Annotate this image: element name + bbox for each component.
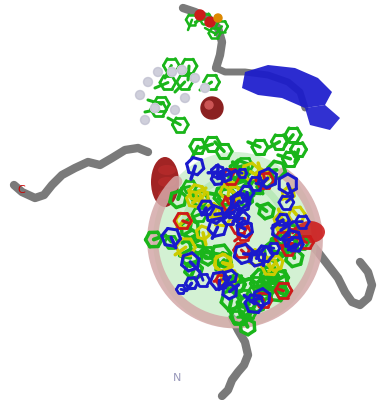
Circle shape [141,116,149,124]
Polygon shape [305,105,340,130]
Circle shape [195,10,205,20]
Circle shape [181,94,189,102]
Ellipse shape [153,152,317,328]
Circle shape [144,78,152,86]
Circle shape [178,66,187,74]
Ellipse shape [295,221,325,243]
Ellipse shape [158,165,176,175]
Circle shape [201,97,223,119]
Polygon shape [242,65,332,108]
Circle shape [181,94,189,102]
Circle shape [150,104,160,112]
Circle shape [154,68,163,76]
Circle shape [190,74,200,82]
Circle shape [171,106,179,114]
Circle shape [168,68,176,76]
Circle shape [136,90,144,100]
Circle shape [205,17,215,27]
Circle shape [136,90,144,100]
Ellipse shape [158,177,176,187]
Text: C: C [17,185,25,195]
Circle shape [200,84,210,92]
Text: N: N [173,373,181,383]
Circle shape [154,68,163,76]
Circle shape [200,84,210,92]
Circle shape [214,14,222,22]
Circle shape [141,116,149,124]
Circle shape [144,78,152,86]
Ellipse shape [158,189,176,199]
Circle shape [205,101,213,109]
Circle shape [190,74,200,82]
Ellipse shape [151,157,179,207]
Circle shape [150,104,160,112]
Circle shape [178,66,187,74]
Circle shape [168,68,176,76]
Circle shape [171,106,179,114]
